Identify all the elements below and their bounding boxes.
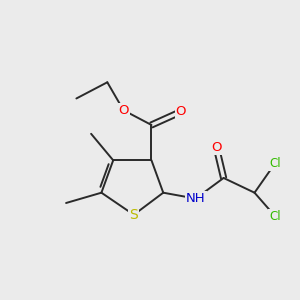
Text: O: O bbox=[211, 141, 221, 154]
Text: S: S bbox=[129, 208, 138, 222]
Text: Cl: Cl bbox=[269, 157, 281, 170]
Text: O: O bbox=[176, 105, 186, 118]
Text: Cl: Cl bbox=[269, 210, 281, 223]
Text: NH: NH bbox=[186, 192, 206, 205]
Text: O: O bbox=[118, 104, 129, 117]
